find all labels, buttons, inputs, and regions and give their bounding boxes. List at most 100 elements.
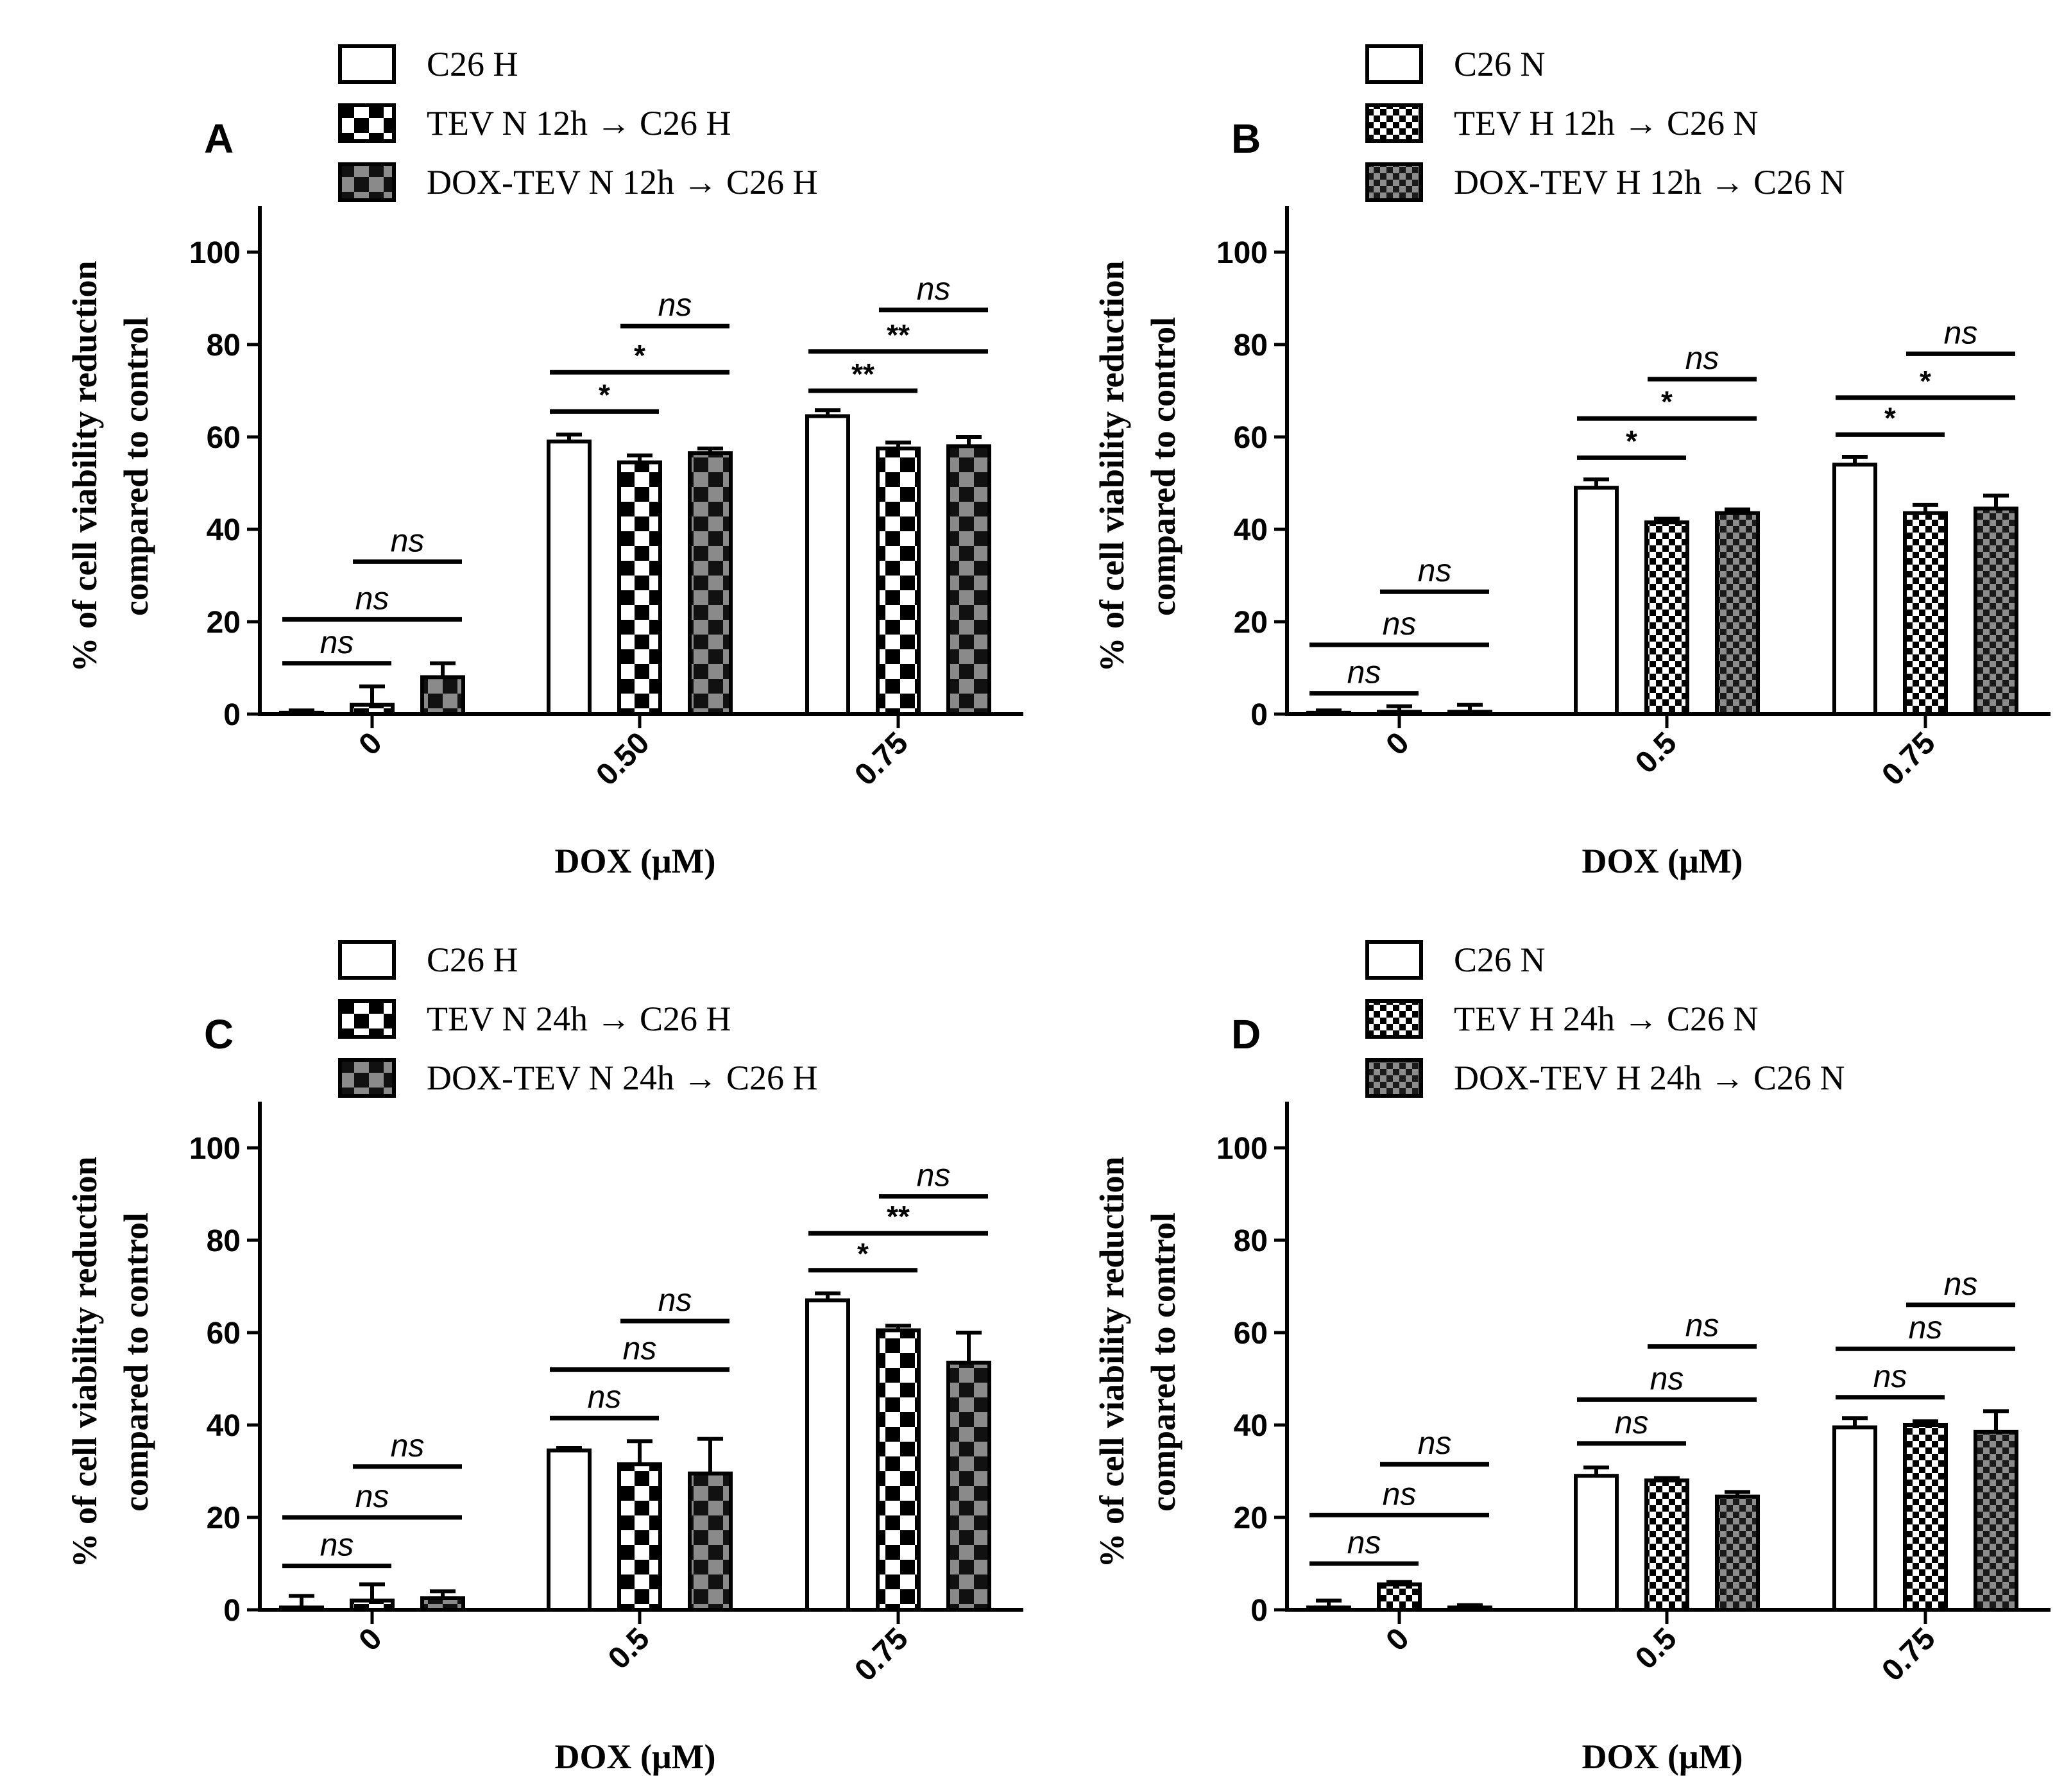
x-tick-label: 0.75 (1875, 726, 1942, 792)
legend-swatch-2 (338, 999, 396, 1039)
y-axis-title-line-1: % of cell viability reduction (65, 261, 104, 672)
y-tick-label: 100 (189, 1132, 241, 1166)
significance-label: ns (917, 271, 951, 307)
bar-3-0.75 (946, 444, 991, 717)
legend-label-2: TEV H 24h → C26 N (1454, 1000, 1759, 1038)
bar-2-0.5 (1644, 1478, 1689, 1612)
significance-label: ns (1347, 1524, 1381, 1560)
y-axis-title-line-2: compared to control (1144, 317, 1182, 616)
legend-swatch-2 (1365, 103, 1423, 143)
y-axis-title-line-1: % of cell viability reduction (1093, 1157, 1131, 1568)
legend-swatch-2 (1365, 999, 1423, 1039)
bar-1-0 (1306, 1605, 1351, 1612)
bar-1-0.5 (1574, 1474, 1619, 1612)
legend-swatch-3 (338, 1058, 396, 1098)
bar-2-0.75 (1903, 1423, 1948, 1612)
significance-label: ns (1909, 1310, 1943, 1345)
significance-label: ns (320, 1527, 354, 1563)
significance-label: ns (658, 1282, 692, 1318)
significance-label: ** (887, 318, 910, 352)
y-tick-label: 80 (207, 1224, 241, 1258)
significance-label: ** (851, 357, 874, 391)
significance-label: ns (391, 1428, 425, 1463)
panel-a-chart: A C26 H TEV N 12h → C26 H DOX-TEV N 12h → C… (65, 44, 1023, 880)
x-tick-label: 0.5 (1629, 726, 1684, 780)
y-axis-title-line-2: compared to control (117, 1213, 155, 1512)
legend-label-2: TEV N 24h → C26 H (427, 1000, 731, 1038)
panel-letter: C (204, 1011, 234, 1057)
significance-label: ns (355, 1478, 389, 1514)
y-axis-title-line-2: compared to control (1144, 1213, 1182, 1512)
legend-label-3: DOX-TEV N 12h → C26 H (427, 163, 817, 201)
y-tick-label: 60 (207, 1317, 241, 1351)
panel-b-chart: B C26 N TEV H 12h → C26 N DOX-TEV H 12h → C… (1093, 44, 2051, 880)
x-tick-label: 0 (1379, 1621, 1415, 1657)
bar-1-0 (1306, 710, 1351, 716)
bar-2-0 (1377, 1582, 1422, 1612)
y-tick-label: 0 (1250, 1594, 1268, 1628)
bar-1-0 (279, 710, 324, 716)
bar-2-0.50 (617, 460, 662, 716)
significance-label: * (1920, 364, 1931, 398)
x-tick-label: 0.75 (1875, 1621, 1942, 1688)
significance-label: ns (1873, 1358, 1907, 1394)
bar-1-0 (279, 1605, 324, 1612)
legend-label-1: C26 N (1454, 941, 1546, 979)
y-tick-label: 80 (1234, 1224, 1268, 1258)
panel-d-chart: D C26 N TEV H 24h → C26 N DOX-TEV H 24h → C… (1093, 940, 2051, 1776)
significance-label: * (634, 339, 645, 372)
bar-3-0 (420, 675, 465, 717)
y-tick-label: 80 (207, 329, 241, 363)
bar-1-0.75 (805, 1298, 850, 1612)
x-tick-label: 0.75 (848, 726, 915, 792)
significance-label: ns (1685, 1308, 1719, 1344)
bar-1-0.75 (805, 414, 850, 716)
panel-letter: B (1231, 115, 1261, 162)
significance-label: ns (320, 624, 354, 660)
y-tick-label: 20 (207, 606, 241, 640)
bar-3-0.75 (1974, 506, 2018, 716)
significance-label: ns (1944, 1266, 1978, 1302)
significance-label: ns (917, 1157, 951, 1193)
bar-2-0.5 (1644, 520, 1689, 716)
x-axis-title: DOX (μM) (1582, 1737, 1743, 1776)
significance-label: ** (887, 1200, 910, 1233)
bar-2-0.75 (876, 1328, 921, 1612)
significance-label: ns (623, 1331, 657, 1367)
legend-swatch-1 (338, 44, 396, 84)
x-tick-label: 0 (352, 726, 388, 762)
legend-label-3: DOX-TEV H 24h → C26 N (1454, 1059, 1845, 1097)
panel-c-chart: C C26 H TEV N 24h → C26 H DOX-TEV N 24h → C… (65, 940, 1023, 1776)
bar-3-0 (1447, 1605, 1492, 1612)
y-tick-label: 0 (1250, 698, 1268, 732)
x-axis-title: DOX (μM) (554, 842, 715, 880)
y-tick-label: 40 (1234, 513, 1268, 547)
significance-label: * (1626, 424, 1637, 457)
legend-label-1: C26 H (427, 941, 518, 979)
y-tick-label: 0 (223, 698, 241, 732)
panel-letter: D (1231, 1011, 1261, 1057)
legend-swatch-3 (338, 162, 396, 202)
y-tick-label: 20 (207, 1501, 241, 1535)
bar-3-0.5 (1715, 511, 1760, 716)
y-tick-label: 20 (1234, 1501, 1268, 1535)
legend-label-3: DOX-TEV N 24h → C26 H (427, 1059, 817, 1097)
legend-swatch-1 (338, 940, 396, 980)
bar-2-0 (350, 1598, 395, 1612)
significance-label: ns (1944, 314, 1978, 350)
y-tick-label: 40 (207, 513, 241, 547)
x-axis-title: DOX (μM) (554, 1737, 715, 1776)
significance-label: ns (1650, 1360, 1684, 1396)
y-tick-label: 60 (207, 421, 241, 455)
bar-2-0.75 (876, 447, 921, 716)
significance-label: ns (1383, 1476, 1417, 1512)
bar-3-0.75 (946, 1360, 991, 1612)
legend-swatch-1 (1365, 44, 1423, 84)
significance-label: * (1884, 401, 1896, 434)
y-tick-label: 100 (1216, 1132, 1268, 1166)
x-tick-label: 0 (352, 1621, 388, 1657)
y-tick-label: 0 (223, 1594, 241, 1628)
legend-swatch-3 (1365, 162, 1423, 202)
legend-label-3: DOX-TEV H 12h → C26 N (1454, 163, 1845, 201)
